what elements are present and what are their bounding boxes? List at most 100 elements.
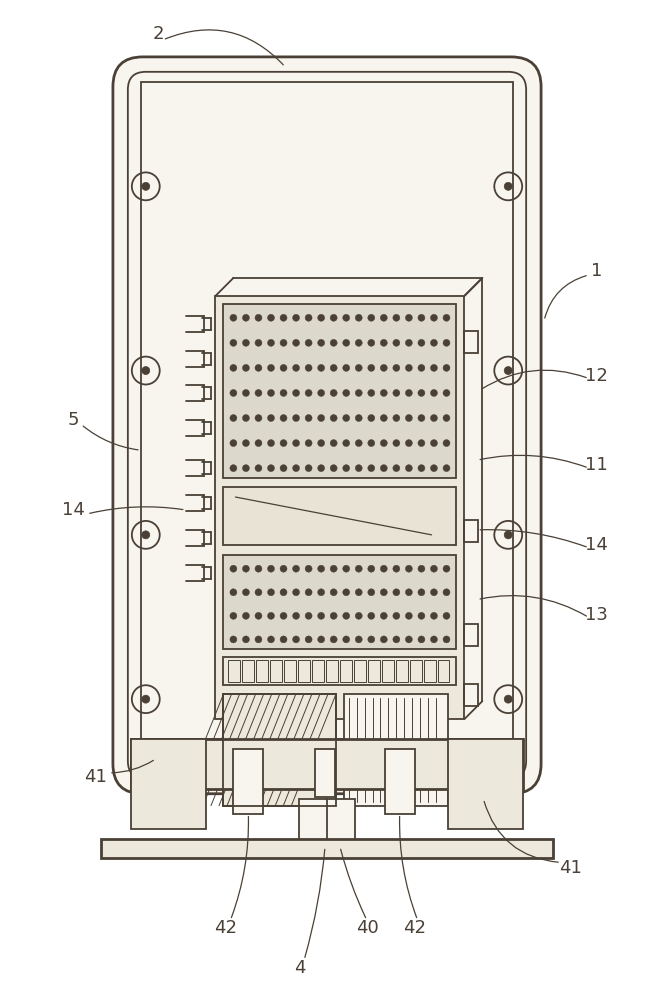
Circle shape (280, 415, 287, 422)
Circle shape (368, 415, 375, 422)
Text: 41: 41 (84, 768, 107, 786)
Circle shape (243, 440, 249, 447)
Circle shape (292, 565, 300, 572)
Circle shape (255, 415, 262, 422)
Circle shape (255, 440, 262, 447)
Circle shape (368, 314, 375, 321)
Circle shape (318, 589, 324, 596)
Bar (101, 839, 553, 858)
Circle shape (430, 389, 438, 396)
Circle shape (405, 314, 413, 321)
Bar (344, 694, 449, 806)
Circle shape (443, 636, 450, 643)
Circle shape (368, 440, 375, 447)
Circle shape (255, 389, 262, 396)
Circle shape (343, 589, 350, 596)
Circle shape (405, 589, 413, 596)
Circle shape (305, 339, 312, 346)
Circle shape (330, 364, 337, 371)
Circle shape (443, 314, 450, 321)
Bar (464, 684, 478, 706)
Circle shape (443, 589, 450, 596)
Bar (424, 660, 436, 682)
Circle shape (393, 314, 400, 321)
Circle shape (405, 440, 413, 447)
Circle shape (355, 440, 362, 447)
Circle shape (343, 612, 350, 619)
Circle shape (430, 565, 438, 572)
Bar (233, 749, 264, 814)
Circle shape (393, 389, 400, 396)
Circle shape (318, 612, 324, 619)
Circle shape (280, 364, 287, 371)
Circle shape (381, 612, 387, 619)
Circle shape (418, 415, 425, 422)
Circle shape (381, 589, 387, 596)
Circle shape (381, 636, 387, 643)
Circle shape (255, 364, 262, 371)
Bar (368, 660, 380, 682)
Bar (224, 304, 456, 478)
Circle shape (330, 565, 337, 572)
Circle shape (418, 565, 425, 572)
Circle shape (368, 612, 375, 619)
Circle shape (292, 440, 300, 447)
Circle shape (330, 314, 337, 321)
Circle shape (267, 415, 275, 422)
Circle shape (267, 339, 275, 346)
Circle shape (381, 565, 387, 572)
Circle shape (368, 589, 375, 596)
Bar (131, 739, 205, 829)
Circle shape (292, 612, 300, 619)
Bar (131, 739, 523, 789)
Circle shape (142, 531, 150, 539)
Circle shape (255, 612, 262, 619)
Bar (284, 660, 296, 682)
Circle shape (418, 364, 425, 371)
Circle shape (418, 314, 425, 321)
Circle shape (280, 465, 287, 472)
Circle shape (318, 636, 324, 643)
Circle shape (280, 314, 287, 321)
Bar (299, 799, 355, 847)
Circle shape (243, 314, 249, 321)
Circle shape (430, 440, 438, 447)
Bar (224, 487, 456, 545)
Circle shape (267, 364, 275, 371)
Bar (396, 660, 407, 682)
Circle shape (267, 589, 275, 596)
Text: 5: 5 (67, 411, 79, 429)
Circle shape (330, 415, 337, 422)
Bar (270, 660, 282, 682)
Circle shape (418, 465, 425, 472)
Bar (243, 660, 254, 682)
Circle shape (381, 389, 387, 396)
Bar (141, 82, 513, 739)
Circle shape (305, 314, 312, 321)
Circle shape (430, 589, 438, 596)
Circle shape (280, 612, 287, 619)
Circle shape (243, 465, 249, 472)
Circle shape (243, 364, 249, 371)
Circle shape (292, 364, 300, 371)
Circle shape (343, 636, 350, 643)
Text: 1: 1 (591, 262, 602, 280)
Circle shape (368, 364, 375, 371)
Circle shape (292, 415, 300, 422)
Text: 11: 11 (585, 456, 608, 474)
Circle shape (255, 314, 262, 321)
Circle shape (430, 612, 438, 619)
Circle shape (330, 465, 337, 472)
Circle shape (355, 364, 362, 371)
Text: 40: 40 (356, 919, 379, 937)
Bar (312, 660, 324, 682)
Circle shape (142, 182, 150, 190)
Circle shape (318, 565, 324, 572)
Circle shape (355, 314, 362, 321)
Circle shape (355, 565, 362, 572)
Circle shape (318, 364, 324, 371)
Circle shape (330, 389, 337, 396)
Circle shape (418, 612, 425, 619)
Circle shape (267, 314, 275, 321)
Circle shape (443, 389, 450, 396)
